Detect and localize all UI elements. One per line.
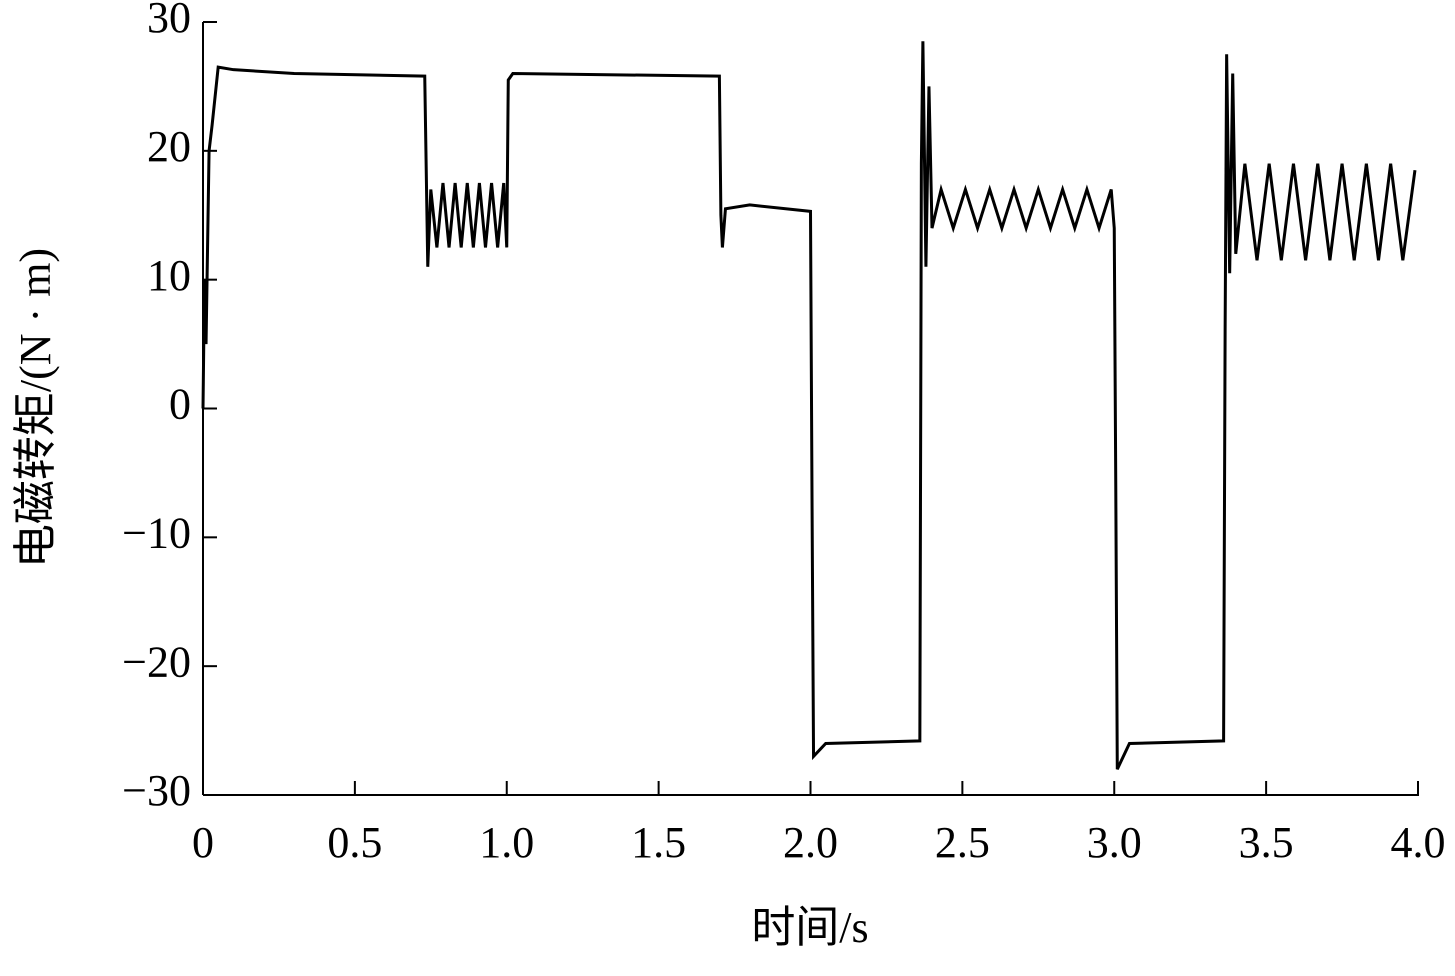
- x-tick-label: 0: [192, 818, 214, 867]
- x-tick-label: 4.0: [1391, 818, 1446, 867]
- x-tick-label: 1.5: [631, 818, 686, 867]
- x-tick-label: 2.0: [783, 818, 838, 867]
- y-tick-label: −20: [122, 637, 191, 686]
- x-tick-label: 0.5: [327, 818, 382, 867]
- y-axis-label: 电磁转矩/(N · m): [11, 248, 60, 568]
- y-tick-label: 20: [147, 122, 191, 171]
- y-tick-label: 10: [147, 251, 191, 300]
- x-tick-label: 3.0: [1087, 818, 1142, 867]
- y-tick-label: −30: [122, 766, 191, 815]
- x-tick-label: 1.0: [479, 818, 534, 867]
- x-tick-label: 2.5: [935, 818, 990, 867]
- y-tick-label: −10: [122, 508, 191, 557]
- y-tick-label: 30: [147, 0, 191, 42]
- x-axis-label: 时间/s: [751, 903, 868, 952]
- data-line: [201, 41, 1417, 770]
- x-tick-label: 3.5: [1239, 818, 1294, 867]
- y-tick-label: 0: [169, 380, 191, 429]
